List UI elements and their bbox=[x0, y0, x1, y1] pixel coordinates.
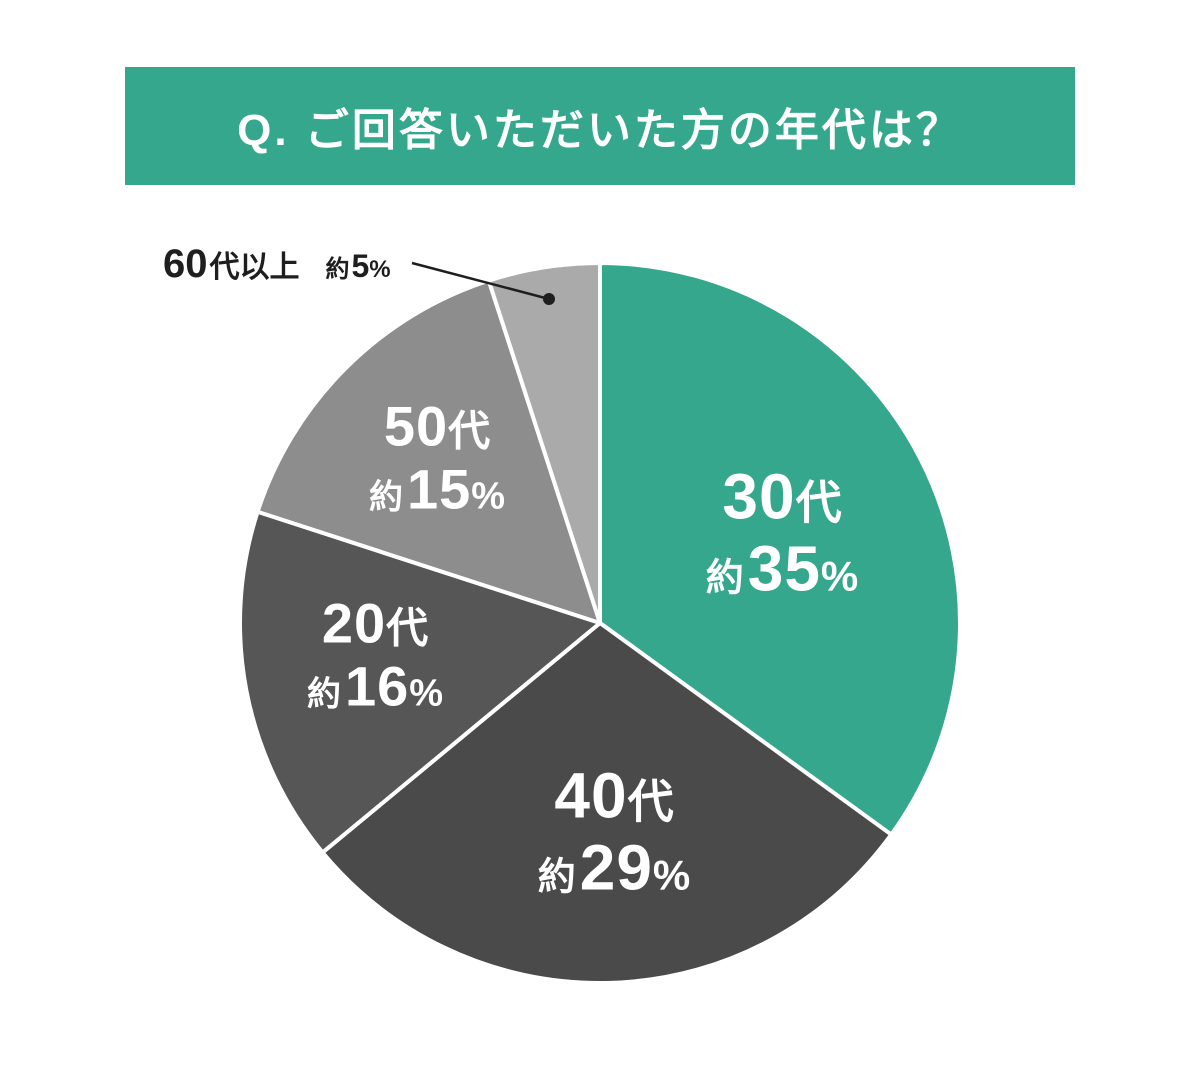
slice-value-prefix: 約 bbox=[306, 675, 341, 713]
callout-unit: 代以上 bbox=[209, 251, 300, 284]
callout-value-prefix: 約 bbox=[325, 256, 350, 283]
pie-label-30s-name: 30代 bbox=[706, 460, 859, 533]
slice-label-number: 50 bbox=[383, 394, 449, 458]
slice-label-number: 40 bbox=[554, 759, 628, 832]
slice-value-number: 15 bbox=[406, 457, 472, 520]
pie-label-40s-name: 40代 bbox=[538, 759, 691, 832]
slice-value-prefix: 約 bbox=[537, 856, 576, 898]
slice-label-unit: 代 bbox=[386, 604, 429, 652]
callout-number: 60 bbox=[163, 242, 208, 286]
slice-label-unit: 代 bbox=[448, 407, 491, 455]
slice-value-number: 16 bbox=[344, 654, 410, 717]
slice-label-unit: 代 bbox=[795, 476, 842, 529]
slice-value-prefix: 約 bbox=[368, 478, 403, 516]
pie-callout-60s: 60 代以上約 5% bbox=[163, 242, 391, 287]
callout-value-unit: % bbox=[369, 256, 391, 283]
slice-value-unit: % bbox=[652, 851, 691, 898]
pie-slice-30代 bbox=[598, 261, 962, 837]
callout-value-number: 5 bbox=[351, 248, 370, 284]
question-title: Q. ご回答いただいた方の年代は？ bbox=[237, 106, 963, 155]
pie-slice-60代以上 bbox=[486, 261, 602, 625]
pie-label-50s-value: 約15% bbox=[368, 457, 506, 521]
callout-leader-dot bbox=[543, 293, 555, 305]
pie-slice-50代 bbox=[255, 278, 602, 625]
slice-value-unit: % bbox=[471, 475, 506, 517]
slice-value-number: 29 bbox=[579, 831, 653, 903]
question-banner: Q. ご回答いただいた方の年代は？ bbox=[125, 67, 1075, 185]
slice-value-unit: % bbox=[409, 672, 444, 714]
pie-label-20s: 20代 約16% bbox=[306, 591, 444, 718]
slice-value-unit: % bbox=[820, 552, 859, 599]
pie-label-20s-name: 20代 bbox=[307, 591, 443, 655]
pie-label-50s-name: 50代 bbox=[369, 394, 505, 458]
pie-label-30s-value: 約35% bbox=[705, 532, 859, 605]
callout-leader-line bbox=[411, 261, 550, 301]
pie-label-40s: 40代 約29% bbox=[537, 759, 691, 904]
slice-label-unit: 代 bbox=[627, 775, 674, 828]
pie-label-20s-value: 約16% bbox=[306, 654, 444, 718]
pie-slices-group bbox=[238, 261, 962, 985]
pie-label-40s-value: 約29% bbox=[537, 831, 691, 904]
slice-value-number: 35 bbox=[747, 532, 821, 604]
pie-slice-20代 bbox=[238, 509, 602, 855]
slice-value-prefix: 約 bbox=[705, 557, 744, 599]
slice-label-number: 20 bbox=[321, 591, 387, 655]
pie-label-30s: 30代 約35% bbox=[705, 460, 859, 605]
pie-slice-40代 bbox=[320, 621, 894, 985]
slice-label-number: 30 bbox=[722, 460, 796, 533]
pie-label-50s: 50代 約15% bbox=[368, 394, 506, 521]
